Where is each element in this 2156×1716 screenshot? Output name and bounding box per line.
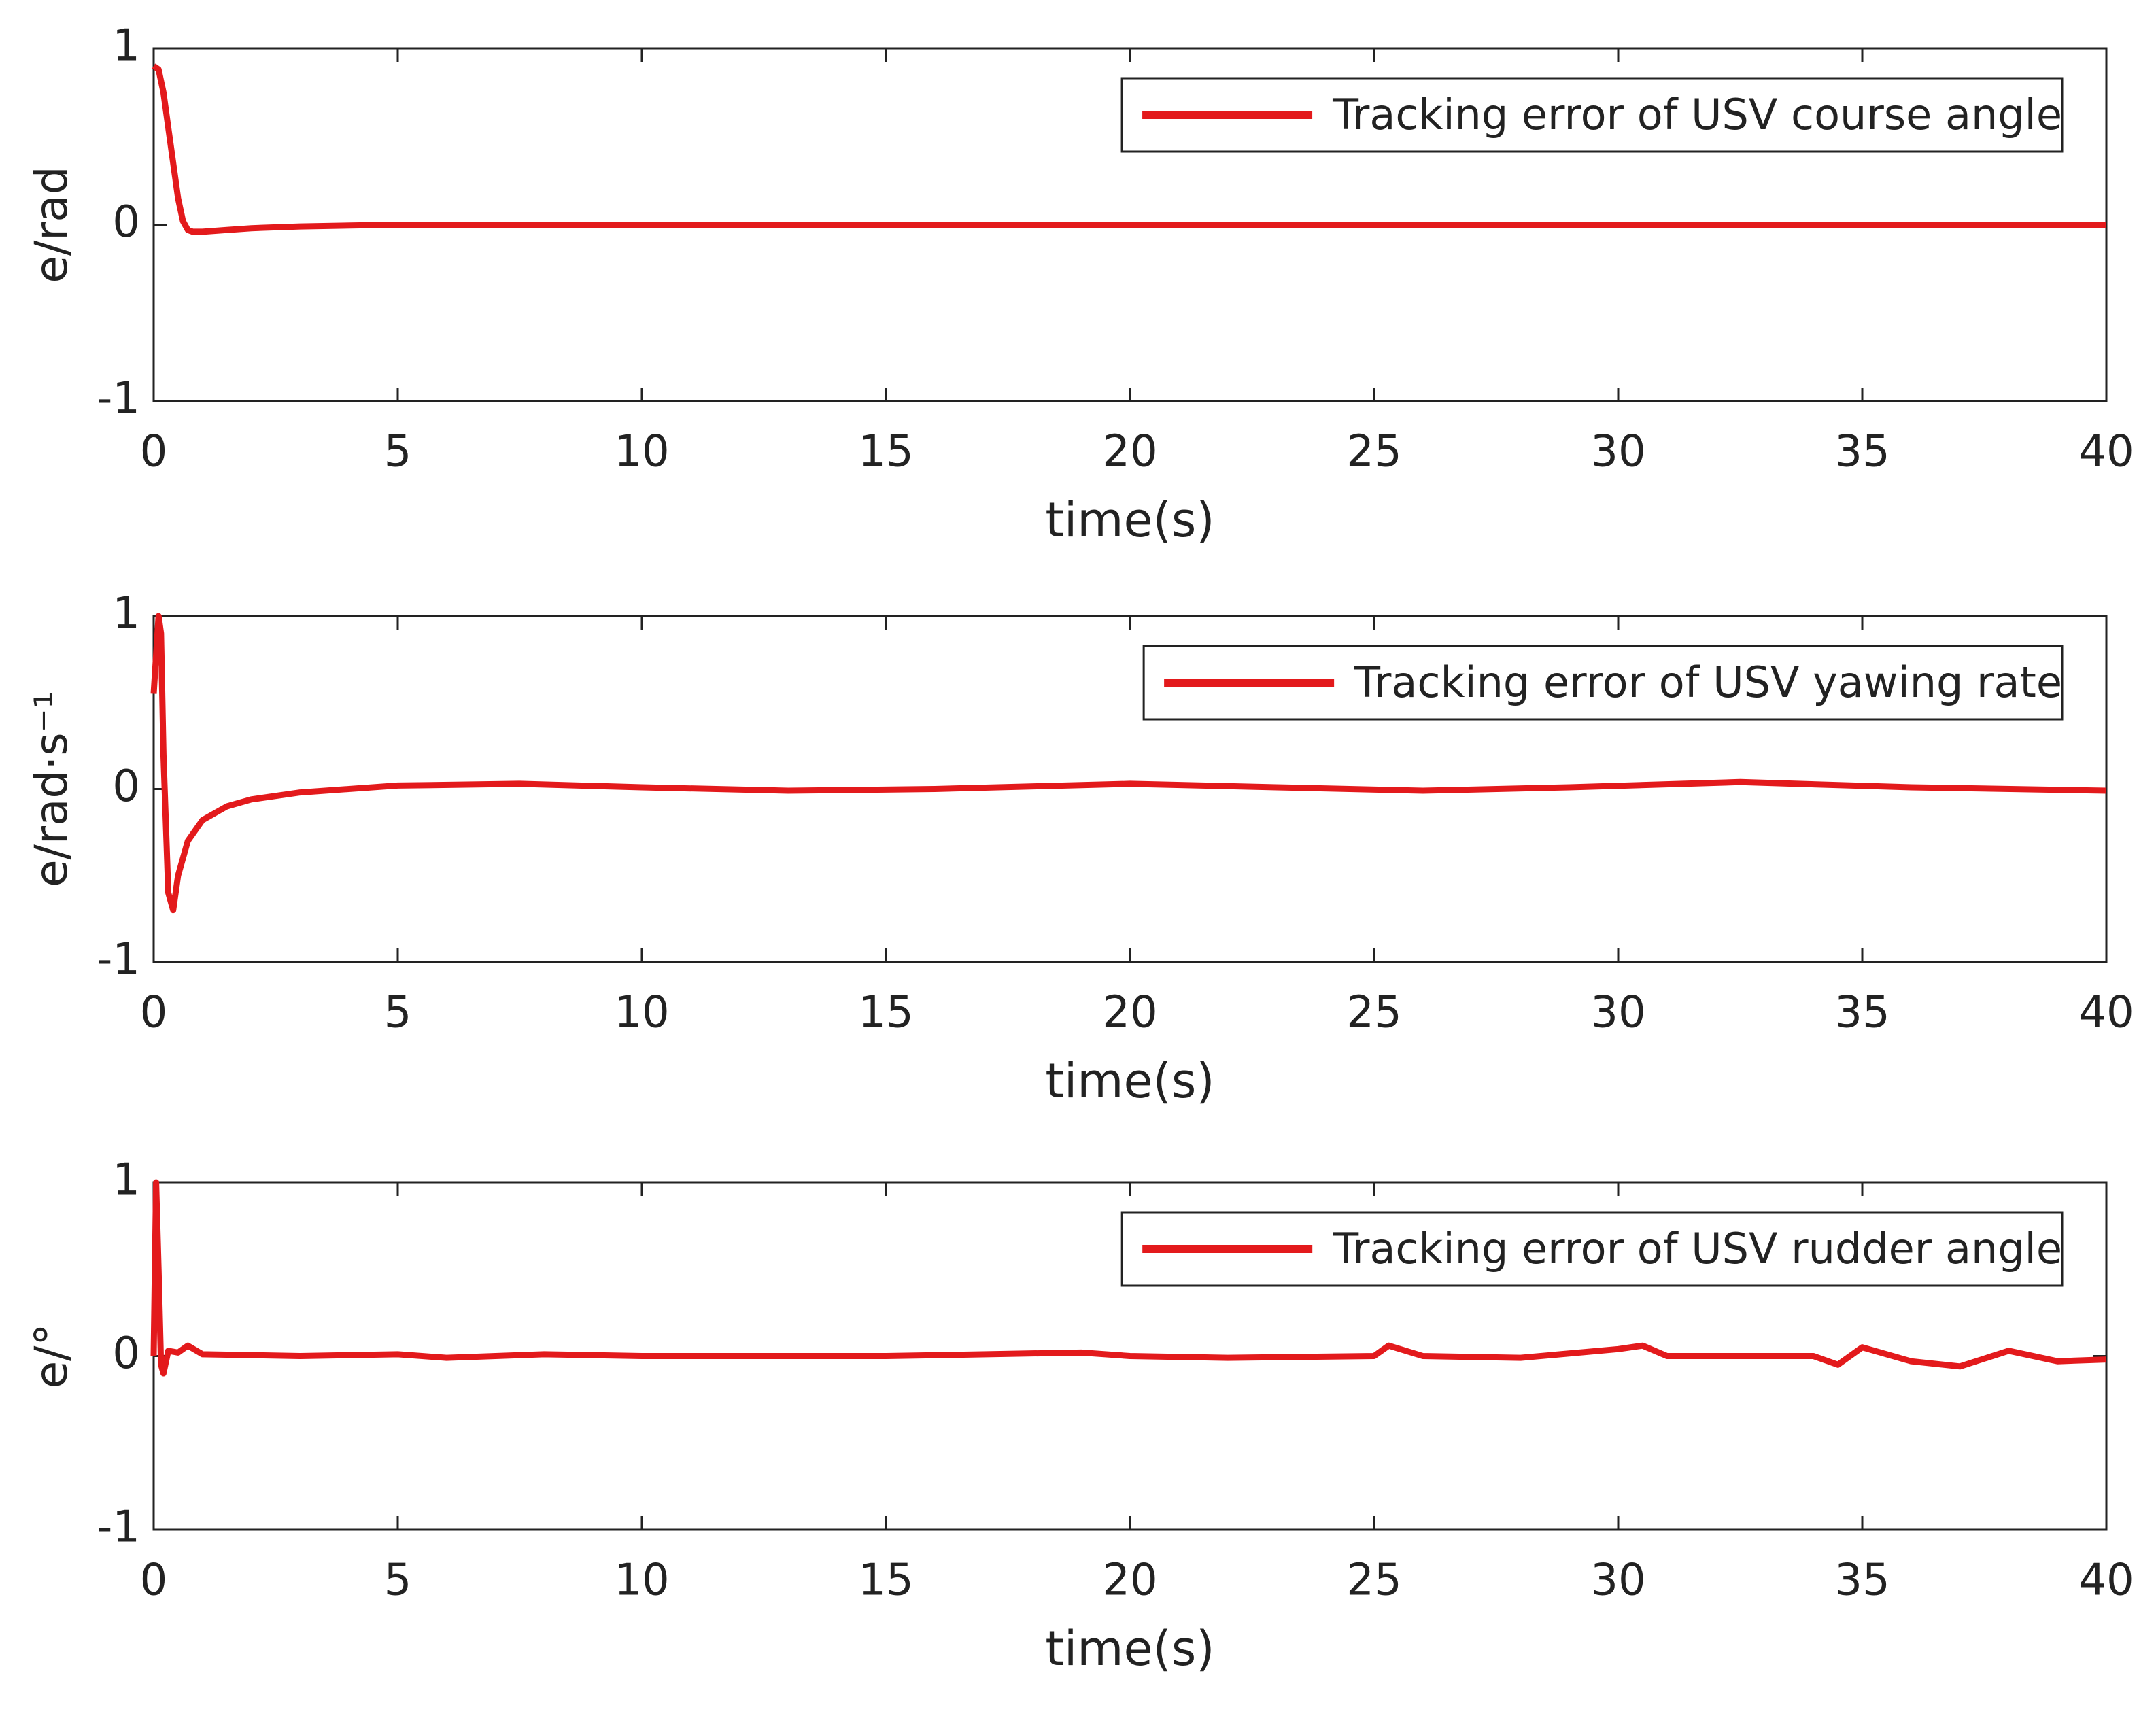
x-axis-label: time(s) [1045, 492, 1214, 548]
y-tick-label: -1 [97, 1503, 140, 1553]
x-tick-label: 15 [858, 988, 913, 1038]
y-tick-label: 0 [112, 761, 140, 812]
x-tick-label: 40 [2078, 988, 2134, 1038]
y-tick-label: 1 [112, 21, 140, 71]
x-tick-label: 35 [1834, 988, 1889, 1038]
x-tick-label: 10 [614, 427, 669, 477]
x-tick-label: 5 [384, 1556, 412, 1606]
legend-label: Tracking error of USV yawing rate [1354, 657, 2062, 707]
x-tick-label: 10 [614, 1556, 669, 1606]
x-tick-label: 20 [1102, 988, 1157, 1038]
legend: Tracking error of USV rudder angle [1120, 1211, 2064, 1287]
x-tick-label: 0 [140, 427, 168, 477]
y-tick-label: -1 [97, 374, 140, 424]
y-tick-label: 0 [112, 1328, 140, 1379]
x-tick-label: 25 [1346, 427, 1401, 477]
y-tick-label: -1 [97, 935, 140, 985]
x-tick-label: 35 [1834, 1556, 1889, 1606]
data-line [150, 1179, 2107, 1377]
x-axis-label: time(s) [1045, 1621, 1214, 1677]
x-tick-label: 35 [1834, 427, 1889, 477]
y-tick-label: 0 [112, 197, 140, 247]
x-tick-label: 5 [384, 988, 412, 1038]
x-tick-label: 40 [2078, 427, 2134, 477]
y-axis-label: e/° [25, 1324, 78, 1389]
x-tick-label: 5 [384, 427, 412, 477]
data-line [152, 63, 2106, 235]
legend: Tracking error of USV course angle [1120, 77, 2064, 153]
y-axis-label: e/rad·s⁻¹ [25, 691, 78, 887]
x-tick-label: 0 [140, 988, 168, 1038]
x-tick-label: 30 [1590, 1556, 1645, 1606]
x-tick-label: 10 [614, 988, 669, 1038]
x-tick-label: 30 [1590, 427, 1645, 477]
legend-label: Tracking error of USV rudder angle [1332, 1224, 2062, 1273]
y-tick-label: 1 [112, 1155, 140, 1205]
x-tick-label: 20 [1102, 1556, 1157, 1606]
x-tick-label: 25 [1346, 988, 1401, 1038]
data-line [150, 613, 2107, 914]
x-tick-label: 30 [1590, 988, 1645, 1038]
x-axis-label: time(s) [1045, 1053, 1214, 1109]
legend-label: Tracking error of USV course angle [1332, 90, 2062, 139]
x-tick-label: 15 [858, 1556, 913, 1606]
x-tick-label: 20 [1102, 427, 1157, 477]
x-tick-label: 15 [858, 427, 913, 477]
x-tick-label: 0 [140, 1556, 168, 1606]
y-axis-label: e/rad [25, 166, 78, 283]
legend: Tracking error of USV yawing rate [1142, 645, 2064, 721]
x-tick-label: 25 [1346, 1556, 1401, 1606]
y-tick-label: 1 [112, 589, 140, 639]
x-tick-label: 40 [2078, 1556, 2134, 1606]
